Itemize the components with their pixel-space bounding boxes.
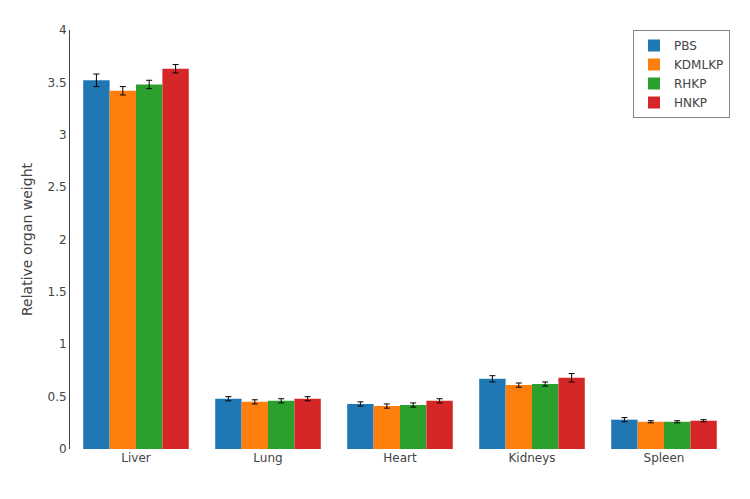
- svg-text:1.5: 1.5: [48, 285, 67, 299]
- svg-text:2.5: 2.5: [48, 180, 67, 194]
- svg-text:3.5: 3.5: [48, 76, 67, 90]
- svg-text:Kidneys: Kidneys: [508, 451, 555, 465]
- svg-text:Spleen: Spleen: [644, 451, 685, 465]
- svg-text:Relative organ weight: Relative organ weight: [19, 163, 35, 316]
- svg-text:Lung: Lung: [253, 451, 282, 465]
- svg-text:KDMLKP: KDMLKP: [674, 58, 723, 72]
- svg-text:3: 3: [59, 128, 67, 142]
- svg-text:RHKP: RHKP: [674, 77, 706, 91]
- svg-text:PBS: PBS: [674, 39, 697, 53]
- svg-text:Heart: Heart: [383, 451, 417, 465]
- svg-text:0.5: 0.5: [48, 390, 67, 404]
- svg-text:2: 2: [59, 233, 67, 247]
- svg-text:Liver: Liver: [121, 451, 151, 465]
- svg-text:4: 4: [59, 23, 67, 37]
- svg-text:HNKP: HNKP: [674, 96, 707, 110]
- svg-text:0: 0: [59, 442, 67, 456]
- svg-text:1: 1: [59, 337, 67, 351]
